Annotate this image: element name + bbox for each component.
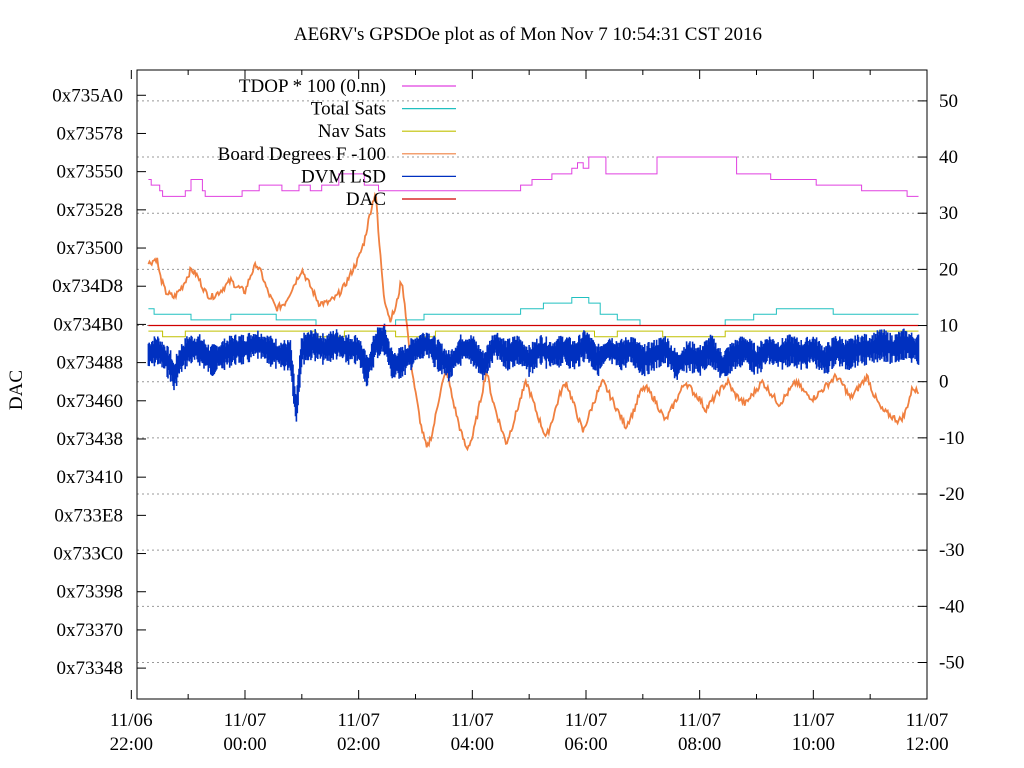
x-tick-date: 11/07: [792, 710, 835, 731]
y-axis-label: DAC: [6, 370, 27, 410]
x-tick-date: 11/07: [565, 710, 608, 731]
left-tick-label: 0x73500: [57, 238, 124, 259]
legend-label: Nav Sats: [318, 121, 386, 142]
x-tick-date: 11/07: [451, 710, 494, 731]
series-nav-sats-line: [148, 330, 919, 338]
right-tick-label: 10: [939, 316, 958, 337]
left-tick-label: 0x735A0: [52, 85, 123, 106]
left-tick-label: 0x73398: [57, 582, 124, 603]
x-tick-time: 22:00: [110, 734, 153, 755]
left-tick-label: 0x73438: [57, 429, 124, 450]
x-tick-time: 02:00: [337, 734, 380, 755]
right-tick-label: 20: [939, 259, 958, 280]
chart-title: AE6RV's GPSDOe plot as of Mon Nov 7 10:5…: [294, 24, 762, 45]
left-tick-label: 0x73528: [57, 200, 124, 221]
series-dvm-lsd-line: [147, 323, 920, 422]
right-tick-label: 30: [939, 203, 958, 224]
left-tick-label: 0x733E8: [54, 505, 123, 526]
right-tick-label: -40: [939, 596, 964, 617]
right-tick-label: -20: [939, 484, 964, 505]
x-tick-time: 00:00: [223, 734, 266, 755]
left-tick-label: 0x73488: [57, 353, 124, 374]
x-tick-date: 11/06: [110, 710, 153, 731]
plot-frame: [136, 69, 928, 700]
legend-label: DAC: [346, 189, 386, 210]
right-tick-label: -10: [939, 428, 964, 449]
left-tick-label: 0x733C0: [53, 544, 123, 565]
x-tick-time: 08:00: [678, 734, 721, 755]
series-layer: [147, 156, 920, 452]
x-tick-date: 11/07: [337, 710, 380, 731]
left-tick-label: 0x73578: [57, 123, 124, 144]
axis-ticks: 50 40 30 20 10 0 -10 -20 -30 -40 -50 0x735A0 0x73578…: [52, 70, 964, 755]
right-tick-label: 50: [939, 91, 958, 112]
left-tick-label: 0x73550: [57, 162, 124, 183]
series-tdop-line: [148, 156, 919, 197]
legend-label: TDOP * 100 (0.nn): [239, 76, 386, 97]
right-tick-label: 40: [939, 147, 958, 168]
left-tick-label: 0x73370: [57, 620, 124, 641]
series-total-sats-line: [148, 297, 919, 326]
left-tick-label: 0x73348: [57, 658, 124, 679]
legend-label: Total Sats: [311, 99, 386, 120]
series-board-temp-line: [147, 191, 920, 452]
x-tick-date: 11/07: [224, 710, 267, 731]
left-tick-label: 0x73460: [57, 391, 124, 412]
x-tick-time: 12:00: [905, 734, 948, 755]
x-tick-time: 04:00: [451, 734, 494, 755]
right-tick-label: -50: [939, 652, 964, 673]
x-tick-time: 10:00: [792, 734, 835, 755]
left-tick-label: 0x734D8: [52, 276, 123, 297]
left-tick-label: 0x734B0: [53, 314, 123, 335]
legend-label: DVM LSD: [301, 166, 386, 187]
right-tick-label: 0: [939, 372, 949, 393]
left-tick-label: 0x73410: [57, 467, 124, 488]
x-tick-time: 06:00: [564, 734, 607, 755]
x-tick-date: 11/07: [906, 710, 949, 731]
legend-label: Board Degrees F -100: [218, 144, 386, 165]
x-tick-date: 11/07: [678, 710, 721, 731]
right-tick-label: -30: [939, 540, 964, 561]
